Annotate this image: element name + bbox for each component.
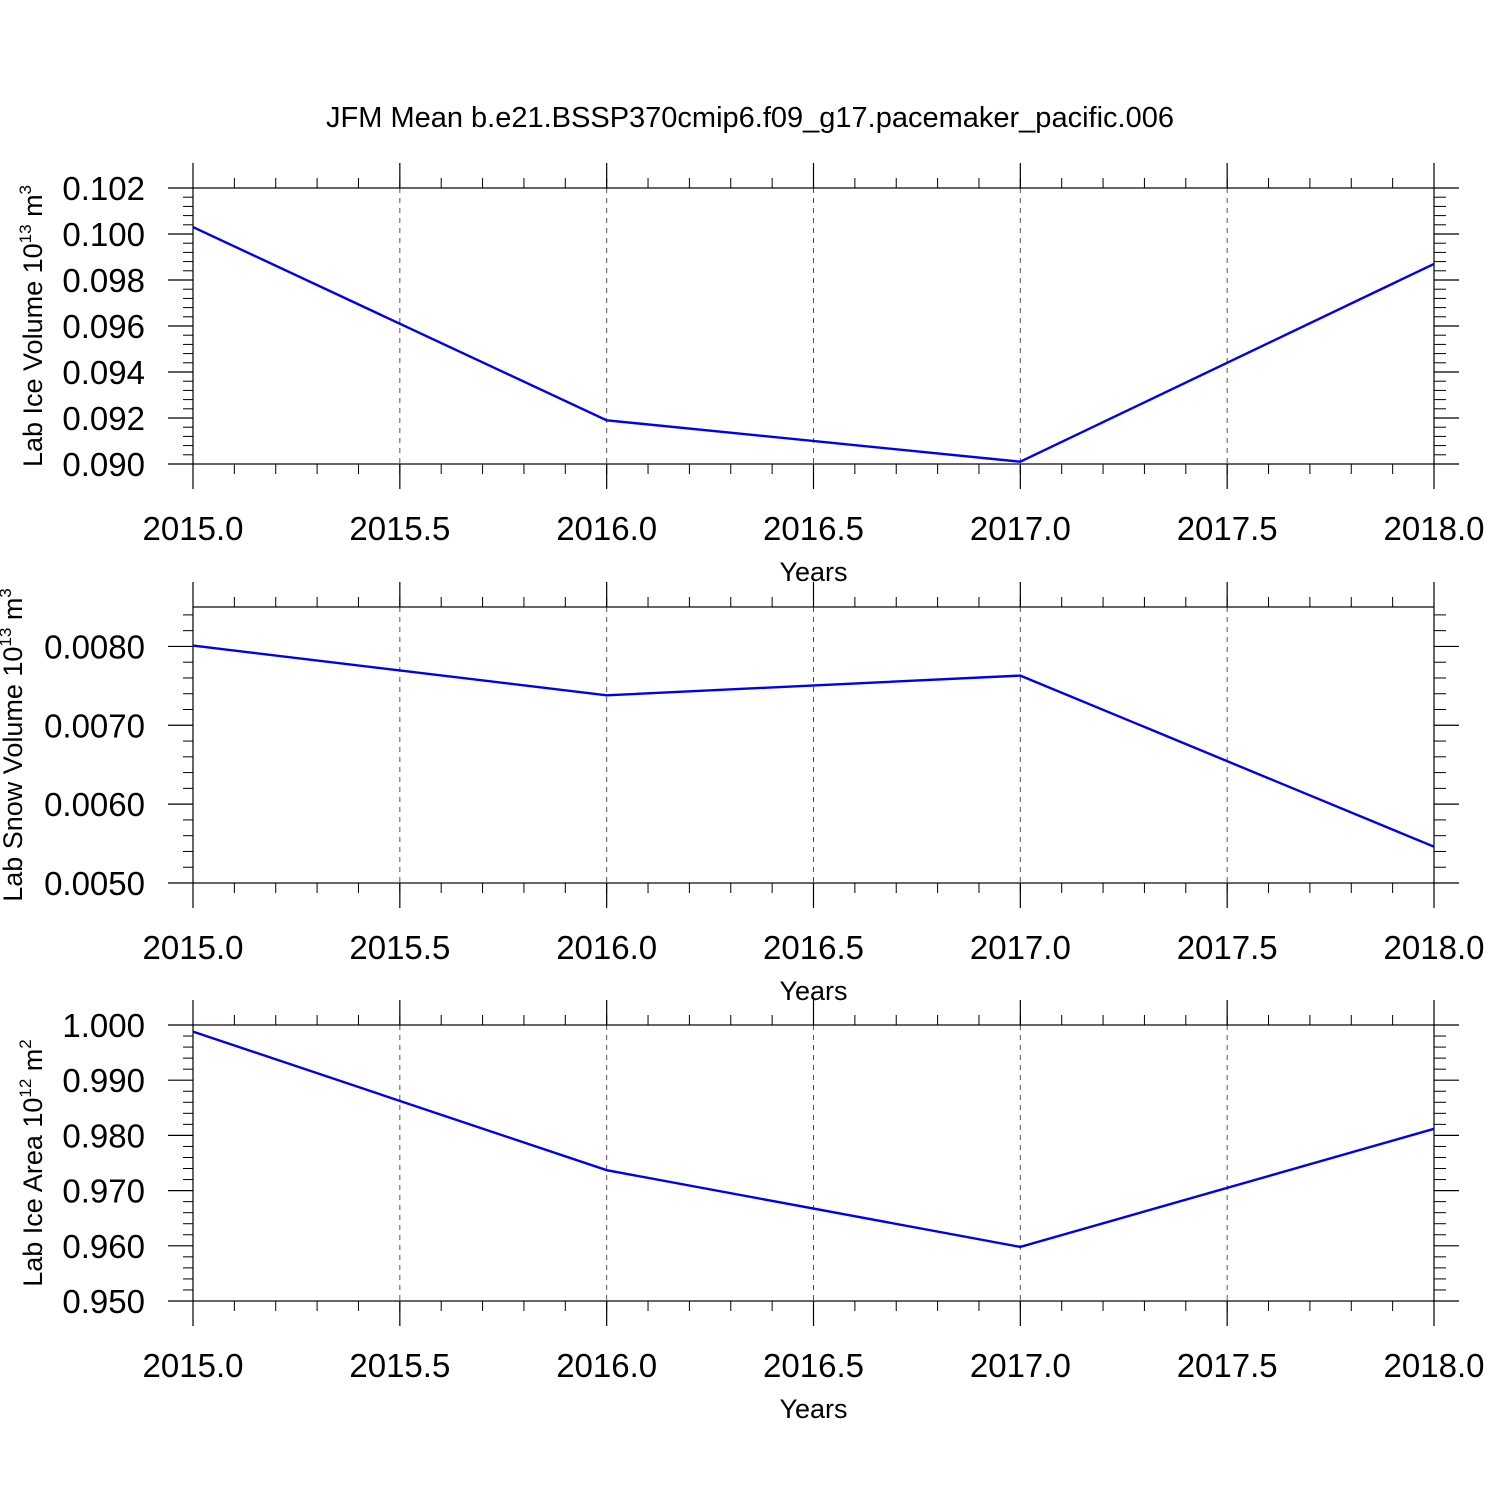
x-tick-label: 2015.5 [349,1347,450,1384]
x-tick-label: 2018.0 [1384,510,1485,547]
y-tick-label: 0.094 [62,354,145,391]
x-tick-label: 2017.0 [970,929,1071,966]
panels: 2015.0 2015.5 2016.0 2016.5 2017.0 2017.5 2018… [0,163,1484,1424]
x-tick-label: 2016.5 [763,510,864,547]
chart-panel-1: 2015.0 2015.5 2016.0 2016.5 2017.0 2017.5 2018… [16,163,1484,587]
series-line [192,1030,1435,1249]
x-tick-label: 2016.5 [763,929,864,966]
x-tick-label: 2018.0 [1384,1347,1485,1384]
y-axis-title-part: Lab Snow Volume 10 [0,647,28,902]
y-tick-label: 0.098 [62,262,145,299]
chart-panel-2: 2015.0 2015.5 2016.0 2016.5 2017.0 2017.5 2018… [0,582,1484,1006]
x-tick-label: 2017.5 [1177,510,1278,547]
y-tick-label: 0.090 [62,446,145,483]
figure-title: JFM Mean b.e21.BSSP370cmip6.f09_g17.pace… [326,102,1174,134]
series-line [192,644,1435,848]
x-tick-label: 2016.0 [556,510,657,547]
y-tick-label: 0.960 [62,1228,145,1265]
x-tick-label: 2015.0 [143,510,244,547]
y-tick-label: 0.980 [62,1117,145,1154]
y-axis-title: Lab Snow Volume 1013 m3 [0,588,28,902]
x-tick-label: 2015.0 [143,1347,244,1384]
y-axis-title-part: 12 [16,1079,35,1098]
x-tick-label: 2016.5 [763,1347,864,1384]
x-tick-label: 2017.0 [970,510,1071,547]
y-tick-label: 0.970 [62,1173,145,1210]
y-axis-title-part: Lab Ice Area 10 [18,1098,48,1287]
y-tick-label: 0.0060 [44,786,145,823]
y-axis-title-part: 3 [16,185,35,194]
y-axis-title-part: m [0,598,28,628]
x-tick-label: 2017.5 [1177,929,1278,966]
y-tick-label: 0.0080 [44,628,145,665]
y-axis-title-part: 3 [0,588,15,597]
y-axis-title: Lab Ice Volume 1013 m3 [16,185,48,467]
y-tick-label: 0.950 [62,1283,145,1320]
chart-panel-3: 2015.0 2015.5 2016.0 2016.5 2017.0 2017.5 2018… [16,1000,1484,1424]
y-tick-label: 0.092 [62,400,145,437]
series-line [192,226,1435,463]
y-axis-title: Lab Ice Area 1012 m2 [16,1039,48,1287]
x-axis-title: Years [779,1394,847,1424]
y-axis-title-part: 2 [16,1039,35,1048]
y-axis-title-part: 13 [0,628,15,647]
y-tick-label: 0.102 [62,170,145,207]
x-tick-label: 2017.0 [970,1347,1071,1384]
y-tick-label: 0.0070 [44,707,145,744]
y-axis-title-part: m [18,1049,48,1079]
y-axis-title-part: m [18,194,48,224]
x-tick-label: 2018.0 [1384,929,1485,966]
x-tick-label: 2016.0 [556,1347,657,1384]
y-tick-label: 0.0050 [44,865,145,902]
y-axis-title-part: Lab Ice Volume 10 [18,243,48,467]
x-tick-label: 2015.0 [143,929,244,966]
y-axis-title-part: 13 [16,224,35,243]
x-tick-label: 2015.5 [349,929,450,966]
y-tick-label: 0.096 [62,308,145,345]
x-tick-label: 2017.5 [1177,1347,1278,1384]
x-tick-label: 2016.0 [556,929,657,966]
x-tick-label: 2015.5 [349,510,450,547]
y-tick-label: 0.100 [62,216,145,253]
y-tick-label: 1.000 [62,1007,145,1044]
y-tick-label: 0.990 [62,1062,145,1099]
